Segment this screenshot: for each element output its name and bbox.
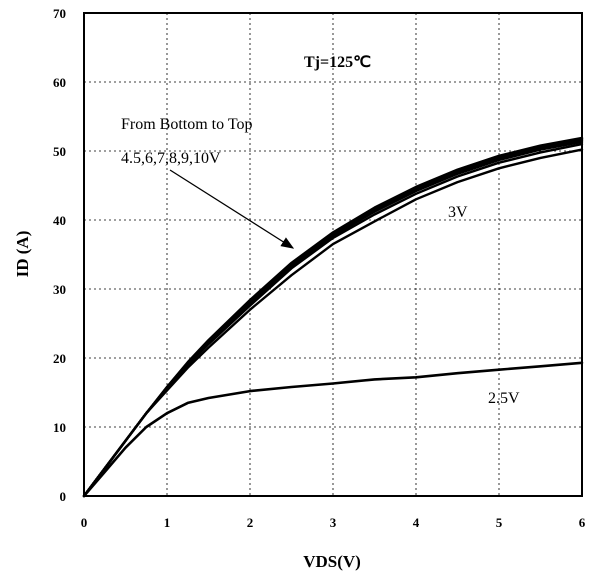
x-tick-label: 6	[579, 515, 586, 530]
y-tick-label: 40	[53, 213, 66, 228]
y-tick-label: 70	[53, 6, 66, 21]
curves	[82, 136, 584, 498]
grid	[84, 13, 582, 496]
annotation-from-bottom-to-top: From Bottom to Top	[121, 116, 253, 133]
x-axis-title: VDS(V)	[303, 552, 361, 571]
y-tick-label: 10	[53, 420, 66, 435]
annotation-voltage-list: 4.5,6,7,8,9,10V	[121, 150, 221, 167]
x-tick-label: 5	[496, 515, 503, 530]
series-line-2-5v	[82, 361, 584, 498]
y-tick-label: 30	[53, 282, 66, 297]
x-tick-label: 2	[247, 515, 254, 530]
y-tick-label: 60	[53, 75, 66, 90]
junction-temperature-label: Tj=125℃	[304, 54, 371, 71]
x-tick-label: 4	[413, 515, 420, 530]
series-line-8v	[82, 138, 584, 498]
x-tick-label: 3	[330, 515, 337, 530]
x-tick-label: 1	[164, 515, 171, 530]
annotation-arrow	[169, 169, 295, 249]
y-axis-title: ID (A)	[13, 231, 32, 278]
y-tick-label: 0	[60, 489, 67, 504]
label-2-5v: 2.5V	[488, 390, 520, 407]
label-3v: 3V	[448, 204, 468, 221]
series-line-10v	[82, 136, 584, 498]
series-line-9v	[82, 137, 584, 498]
y-tick-label: 20	[53, 351, 66, 366]
x-tick-label: 0	[81, 515, 88, 530]
y-tick-label: 50	[53, 144, 66, 159]
plot-frame	[83, 12, 583, 497]
